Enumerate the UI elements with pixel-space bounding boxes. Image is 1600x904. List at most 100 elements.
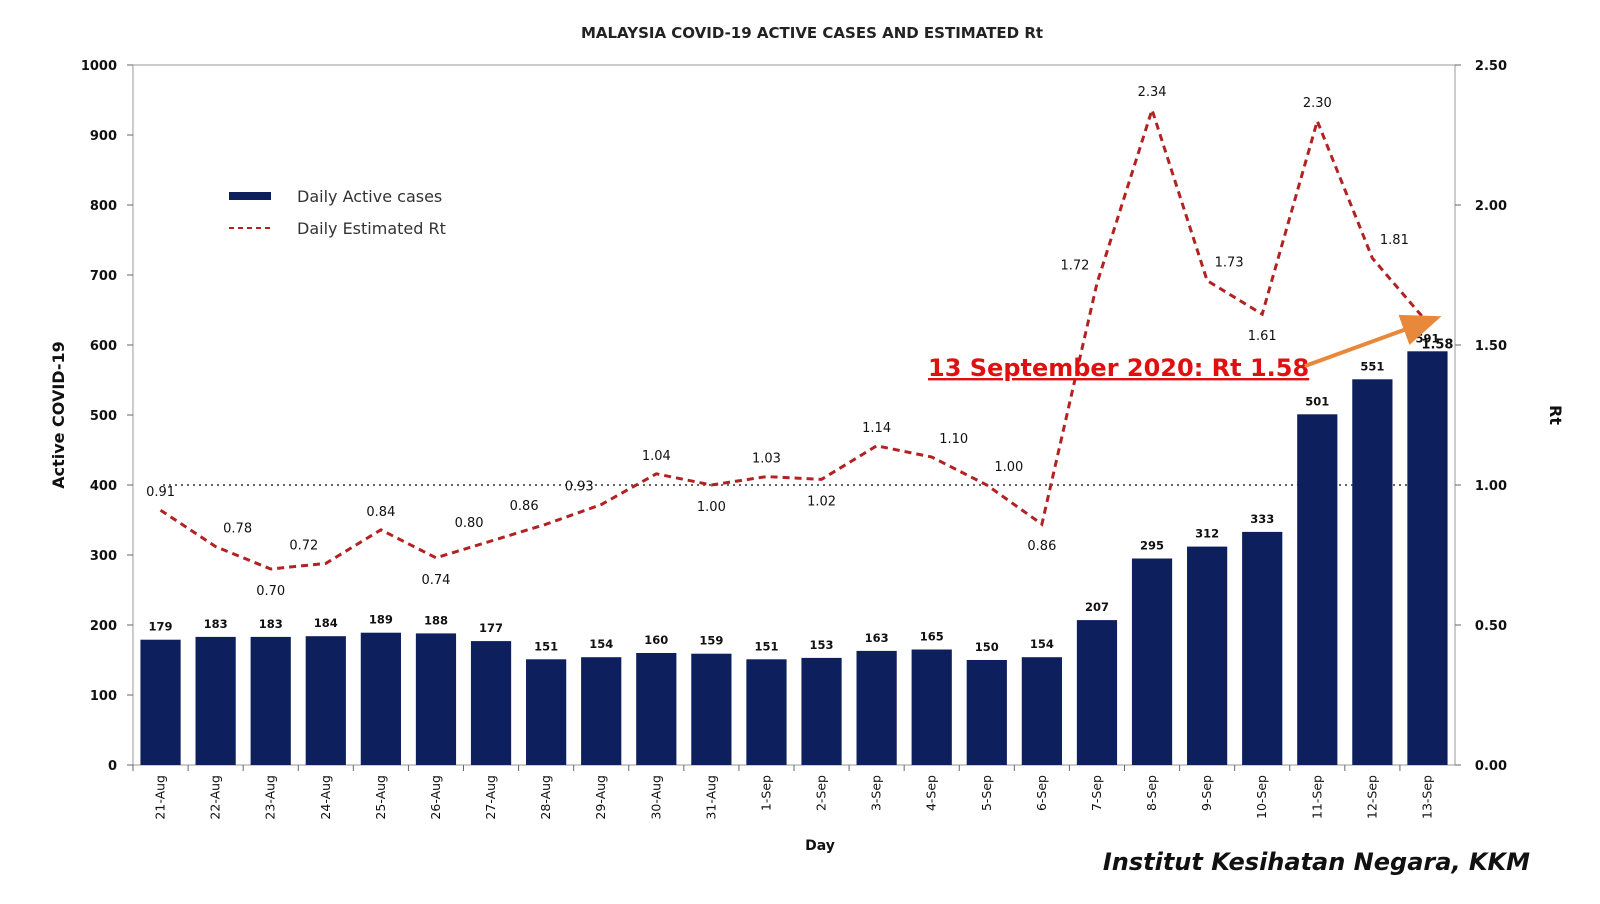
x-tick-label-25-Aug: 25-Aug	[373, 775, 388, 820]
rt-label-10-Sep: 1.61	[1248, 329, 1277, 344]
rt-line	[159, 104, 1429, 571]
bar-24-Aug	[305, 636, 346, 765]
rt-label-30-Aug: 1.04	[642, 449, 671, 464]
y-left-tick-label: 1000	[81, 59, 117, 74]
rt-label-6-Sep: 0.86	[1027, 539, 1056, 554]
x-tick-label-21-Aug: 21-Aug	[153, 775, 168, 820]
x-tick-label-7-Sep: 7-Sep	[1089, 775, 1104, 811]
bar-25-Aug	[360, 632, 401, 765]
bar-label-23-Aug: 183	[259, 617, 283, 631]
x-tick-label-28-Aug: 28-Aug	[538, 775, 553, 820]
y-axis-right-title: Rt	[1546, 405, 1565, 425]
bars-group	[140, 351, 1448, 765]
rt-label-4-Sep: 1.10	[939, 432, 968, 447]
rt-label-21-Aug: 0.91	[146, 485, 175, 500]
bar-label-7-Sep: 207	[1085, 600, 1109, 614]
bar-10-Sep	[1242, 531, 1283, 765]
rt-label-23-Aug: 0.70	[256, 584, 285, 599]
bar-4-Sep	[911, 649, 952, 765]
y-left-tick-label: 500	[90, 409, 117, 424]
rt-label-29-Aug: 0.93	[565, 480, 594, 495]
y-axis-right: 0.00 0.50 1.00 1.50 2.00 2.50	[1455, 59, 1507, 774]
x-tick-label-2-Sep: 2-Sep	[814, 775, 829, 811]
x-tick-label-24-Aug: 24-Aug	[318, 775, 333, 820]
legend-label-bars: Daily Active cases	[297, 187, 442, 206]
rt-label-11-Sep: 2.30	[1303, 96, 1332, 111]
chart-title: MALAYSIA COVID-19 ACTIVE CASES AND ESTIM…	[581, 24, 1043, 42]
bar-22-Aug	[195, 636, 236, 765]
x-tick-label-5-Sep: 5-Sep	[979, 775, 994, 811]
bar-5-Sep	[966, 660, 1007, 765]
x-tick-label-10-Sep: 10-Sep	[1254, 775, 1269, 819]
bar-26-Aug	[415, 633, 457, 765]
legend-swatch-bars	[229, 192, 271, 200]
bar-label-29-Aug: 154	[589, 637, 613, 651]
x-tick-label-6-Sep: 6-Sep	[1034, 775, 1049, 811]
bar-label-26-Aug: 188	[424, 613, 448, 627]
rt-label-26-Aug: 0.74	[421, 573, 450, 588]
y-left-tick-label: 800	[90, 199, 117, 214]
x-tick-label-9-Sep: 9-Sep	[1199, 775, 1214, 811]
rt-label-1-Sep: 1.03	[752, 452, 781, 467]
rt-label-2-Sep: 1.02	[807, 494, 836, 509]
bar-2-Sep	[801, 657, 842, 765]
y-left-tick-label: 400	[90, 479, 117, 494]
bar-27-Aug	[470, 641, 512, 765]
bar-12-Sep	[1352, 379, 1393, 765]
x-axis-title: Day	[805, 838, 835, 854]
rt-label-13-Sep: 1.58	[1421, 338, 1453, 353]
rt-label-3-Sep: 1.14	[862, 421, 891, 436]
bar-label-25-Aug: 189	[369, 613, 393, 627]
bar-label-9-Sep: 312	[1195, 527, 1219, 541]
bar-label-11-Sep: 501	[1305, 394, 1329, 408]
legend: Daily Active cases Daily Estimated Rt	[229, 187, 446, 238]
bar-label-21-Aug: 179	[149, 620, 173, 634]
rt-label-9-Sep: 1.73	[1215, 256, 1244, 271]
y-left-tick-label: 0	[108, 759, 117, 774]
bar-23-Aug	[250, 636, 291, 765]
rt-label-8-Sep: 2.34	[1138, 85, 1167, 100]
y-left-tick-label: 100	[90, 689, 117, 704]
bar-11-Sep	[1297, 414, 1338, 765]
rt-label-7-Sep: 1.72	[1060, 258, 1089, 273]
bar-31-Aug	[691, 653, 732, 765]
bar-label-4-Sep: 165	[920, 630, 944, 644]
bar-8-Sep	[1131, 558, 1173, 765]
x-tick-label-3-Sep: 3-Sep	[869, 775, 884, 811]
bar-3-Sep	[856, 650, 897, 765]
annotation-arrow	[1304, 314, 1442, 368]
y-left-tick-label: 900	[90, 129, 117, 144]
rt-label-25-Aug: 0.84	[366, 505, 395, 520]
bar-1-Sep	[746, 659, 787, 765]
bar-9-Sep	[1187, 546, 1228, 765]
legend-label-rt: Daily Estimated Rt	[297, 219, 446, 238]
bar-label-2-Sep: 153	[810, 638, 834, 652]
bar-labels-group: 179 183 183 184 189 188 177 151 154 160 159 151 153 1…	[149, 331, 1440, 654]
y-axis-left: 0 100 200 300 400 500 600 700 800 900 1000	[81, 59, 133, 774]
bar-30-Aug	[636, 653, 677, 765]
x-tick-label-30-Aug: 30-Aug	[648, 775, 663, 820]
bar-label-5-Sep: 150	[975, 640, 999, 654]
x-tick-label-4-Sep: 4-Sep	[924, 775, 939, 811]
bar-label-30-Aug: 160	[644, 633, 668, 647]
bar-label-1-Sep: 151	[754, 639, 778, 653]
x-tick-label-1-Sep: 1-Sep	[758, 775, 773, 811]
y-right-tick-label: 0.00	[1475, 759, 1507, 774]
y-right-tick-label: 1.00	[1475, 479, 1507, 494]
bar-29-Aug	[581, 657, 622, 765]
y-left-tick-label: 700	[90, 269, 117, 284]
rt-label-27-Aug: 0.80	[455, 516, 484, 531]
x-tick-label-27-Aug: 27-Aug	[483, 775, 498, 820]
x-tick-label-12-Sep: 12-Sep	[1364, 775, 1379, 819]
y-left-tick-label: 300	[90, 549, 117, 564]
bar-label-27-Aug: 177	[479, 621, 503, 635]
rt-label-24-Aug: 0.72	[289, 538, 318, 553]
rt-labels-group: 0.91 0.78 0.70 0.72 0.84 0.74 0.80 0.86 0.93 1.04…	[146, 85, 1453, 599]
bar-label-24-Aug: 184	[314, 616, 338, 630]
source-credit: Institut Kesihatan Negara, KKM	[1103, 848, 1530, 876]
x-tick-label-29-Aug: 29-Aug	[593, 775, 608, 820]
x-tick-label-23-Aug: 23-Aug	[263, 775, 278, 820]
rt-label-12-Sep: 1.81	[1380, 233, 1409, 248]
bar-6-Sep	[1021, 657, 1062, 765]
x-tick-label-22-Aug: 22-Aug	[208, 775, 223, 820]
